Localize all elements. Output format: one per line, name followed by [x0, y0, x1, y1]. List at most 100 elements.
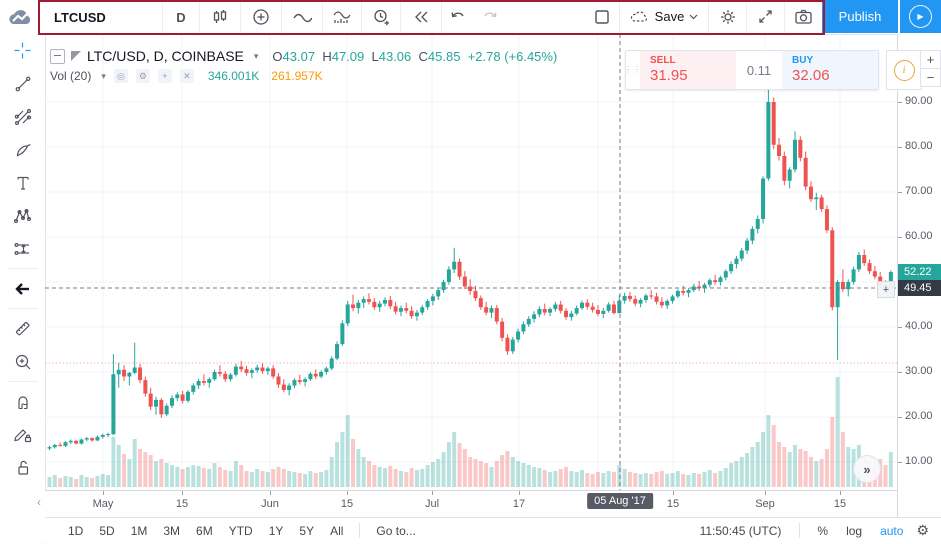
- goto-button[interactable]: Go to...: [376, 523, 416, 538]
- text-tool[interactable]: [6, 166, 40, 199]
- buy-price: 32.06: [792, 67, 830, 84]
- sell-price: 31.95: [650, 67, 688, 84]
- range-6m[interactable]: 6M: [196, 523, 213, 538]
- forecast-icon: [14, 242, 29, 255]
- range-1d[interactable]: 1D: [68, 523, 84, 538]
- log-scale-button[interactable]: log: [846, 523, 863, 538]
- forecast-tool[interactable]: [6, 232, 40, 265]
- fullscreen-icon: [759, 10, 772, 23]
- volume-eye-icon[interactable]: ◎: [113, 69, 128, 83]
- volume-study-label[interactable]: Vol (20): [50, 69, 92, 83]
- volume-settings-icon[interactable]: ⚙: [135, 69, 150, 83]
- snapshot-button[interactable]: [785, 0, 822, 33]
- time-tick: [840, 491, 841, 495]
- measure-tool[interactable]: [6, 312, 40, 345]
- timezone-settings-gear-icon[interactable]: ⚙: [916, 522, 929, 538]
- price-tick-label: 70.00: [905, 185, 933, 197]
- price-axis[interactable]: 90.00 80.00 70.00 60.00 40.00 30.00 20.00 10.00…: [897, 34, 941, 517]
- sell-button[interactable]: SELL 31.95: [640, 51, 736, 89]
- time-axis[interactable]: 05 Aug '17 May 15 Jun 15 Jul 17 15 Sep 15: [45, 490, 897, 518]
- change-value: +2.78 (+6.45%): [467, 48, 558, 64]
- buy-button[interactable]: BUY 32.06: [782, 51, 878, 89]
- zoom-in-scale-button[interactable]: +: [920, 50, 941, 69]
- price-tick-label: 60.00: [905, 230, 933, 242]
- zoom-out-scale-button[interactable]: −: [920, 68, 941, 87]
- alert-button[interactable]: [362, 0, 401, 34]
- lock-all-tool[interactable]: [6, 451, 40, 484]
- bottom-toolbar: 1D 5D 1M 3M 6M YTD 1Y 5Y All Go to... 11:50:45 (…: [45, 517, 941, 543]
- undo-button[interactable]: [442, 0, 474, 34]
- layout-button[interactable]: [585, 0, 620, 33]
- legend-dropdown-caret[interactable]: ▾: [253, 50, 259, 61]
- collapse-toolbar-chevron[interactable]: ‹: [37, 495, 41, 509]
- chart-type-button[interactable]: [200, 0, 241, 34]
- bar-replay-button[interactable]: [401, 0, 442, 34]
- candles-icon: [213, 10, 227, 23]
- range-5d[interactable]: 5D: [99, 523, 115, 538]
- redo-button[interactable]: [474, 0, 506, 34]
- range-1m[interactable]: 1M: [130, 523, 148, 538]
- price-tick: [898, 417, 902, 418]
- time-tick-label: May: [92, 498, 114, 510]
- goto-realtime-button[interactable]: »: [853, 455, 881, 483]
- range-3m[interactable]: 3M: [163, 523, 181, 538]
- drag-handle[interactable]: ⋮⋮: [624, 65, 642, 74]
- save-menu-chevron-icon: [689, 14, 698, 19]
- gann-fibonacci-tool[interactable]: [6, 100, 40, 133]
- close-value: 45.85: [427, 48, 461, 64]
- fullscreen-button[interactable]: [747, 0, 785, 33]
- crosshair-date-tooltip: 05 Aug '17: [587, 493, 653, 509]
- compare-plus-icon: [253, 9, 269, 25]
- range-buttons: 1D 5D 1M 3M 6M YTD 1Y 5Y All: [60, 521, 351, 541]
- high-label: H: [322, 48, 332, 64]
- range-5y[interactable]: 5Y: [299, 523, 315, 538]
- collapse-legend-button[interactable]: [50, 48, 65, 64]
- percent-scale-button[interactable]: %: [817, 523, 829, 538]
- trend-line-icon: [15, 76, 30, 91]
- brush-tool[interactable]: [6, 133, 40, 166]
- line-style-button[interactable]: [282, 0, 323, 34]
- app-logo[interactable]: [0, 0, 40, 34]
- magnet-tool[interactable]: [6, 385, 40, 418]
- buy-label: BUY: [792, 55, 814, 66]
- time-tick: [519, 491, 520, 495]
- time-tick: [347, 491, 348, 495]
- low-value: 43.06: [378, 48, 412, 64]
- xabcd-pattern-tool[interactable]: [6, 199, 40, 232]
- compare-button[interactable]: [241, 0, 282, 34]
- auto-scale-button[interactable]: auto: [880, 523, 904, 538]
- gear-icon: [720, 9, 735, 24]
- toolbar-separator: [7, 268, 38, 269]
- chart-properties-button[interactable]: [709, 0, 747, 33]
- publish-video-button[interactable]: ▶: [900, 0, 941, 33]
- order-info-button[interactable]: i: [886, 50, 922, 90]
- legend-symbol-title[interactable]: LTC/USD, D, COINBASE: [87, 48, 244, 64]
- range-ytd[interactable]: YTD: [228, 523, 253, 538]
- trend-line-tool[interactable]: [6, 67, 40, 100]
- symbol-search-button[interactable]: LTCUSD: [40, 0, 163, 34]
- info-icon: i: [893, 59, 915, 81]
- publish-button[interactable]: Publish: [822, 0, 898, 33]
- time-tick: [270, 491, 271, 495]
- clock[interactable]: 11:50:45 (UTC): [699, 523, 782, 538]
- indicators-button[interactable]: [323, 0, 362, 34]
- wave-line-icon: [293, 13, 312, 23]
- save-button[interactable]: Save: [620, 0, 709, 33]
- volume-dropdown-caret[interactable]: ▾: [101, 70, 106, 81]
- range-all[interactable]: All: [330, 523, 344, 538]
- time-tick-label: 15: [833, 498, 847, 510]
- camera-icon: [795, 9, 812, 24]
- add-alert-plus-button[interactable]: +: [877, 281, 895, 298]
- back-arrow-tool[interactable]: [6, 272, 40, 305]
- crosshair-tool[interactable]: [6, 34, 40, 67]
- interval-button[interactable]: D: [163, 0, 200, 34]
- zoom-in-tool[interactable]: [6, 345, 40, 378]
- volume-add-icon[interactable]: +: [157, 69, 172, 83]
- volume-close-icon[interactable]: ✕: [179, 69, 194, 83]
- cloud-logo-icon: [9, 10, 31, 24]
- time-tick-label: Sep: [755, 498, 775, 510]
- chart-pane[interactable]: [45, 34, 897, 490]
- drawing-mode-lock-tool[interactable]: [6, 418, 40, 451]
- drawing-toolbar: [0, 34, 46, 544]
- range-1y[interactable]: 1Y: [268, 523, 284, 538]
